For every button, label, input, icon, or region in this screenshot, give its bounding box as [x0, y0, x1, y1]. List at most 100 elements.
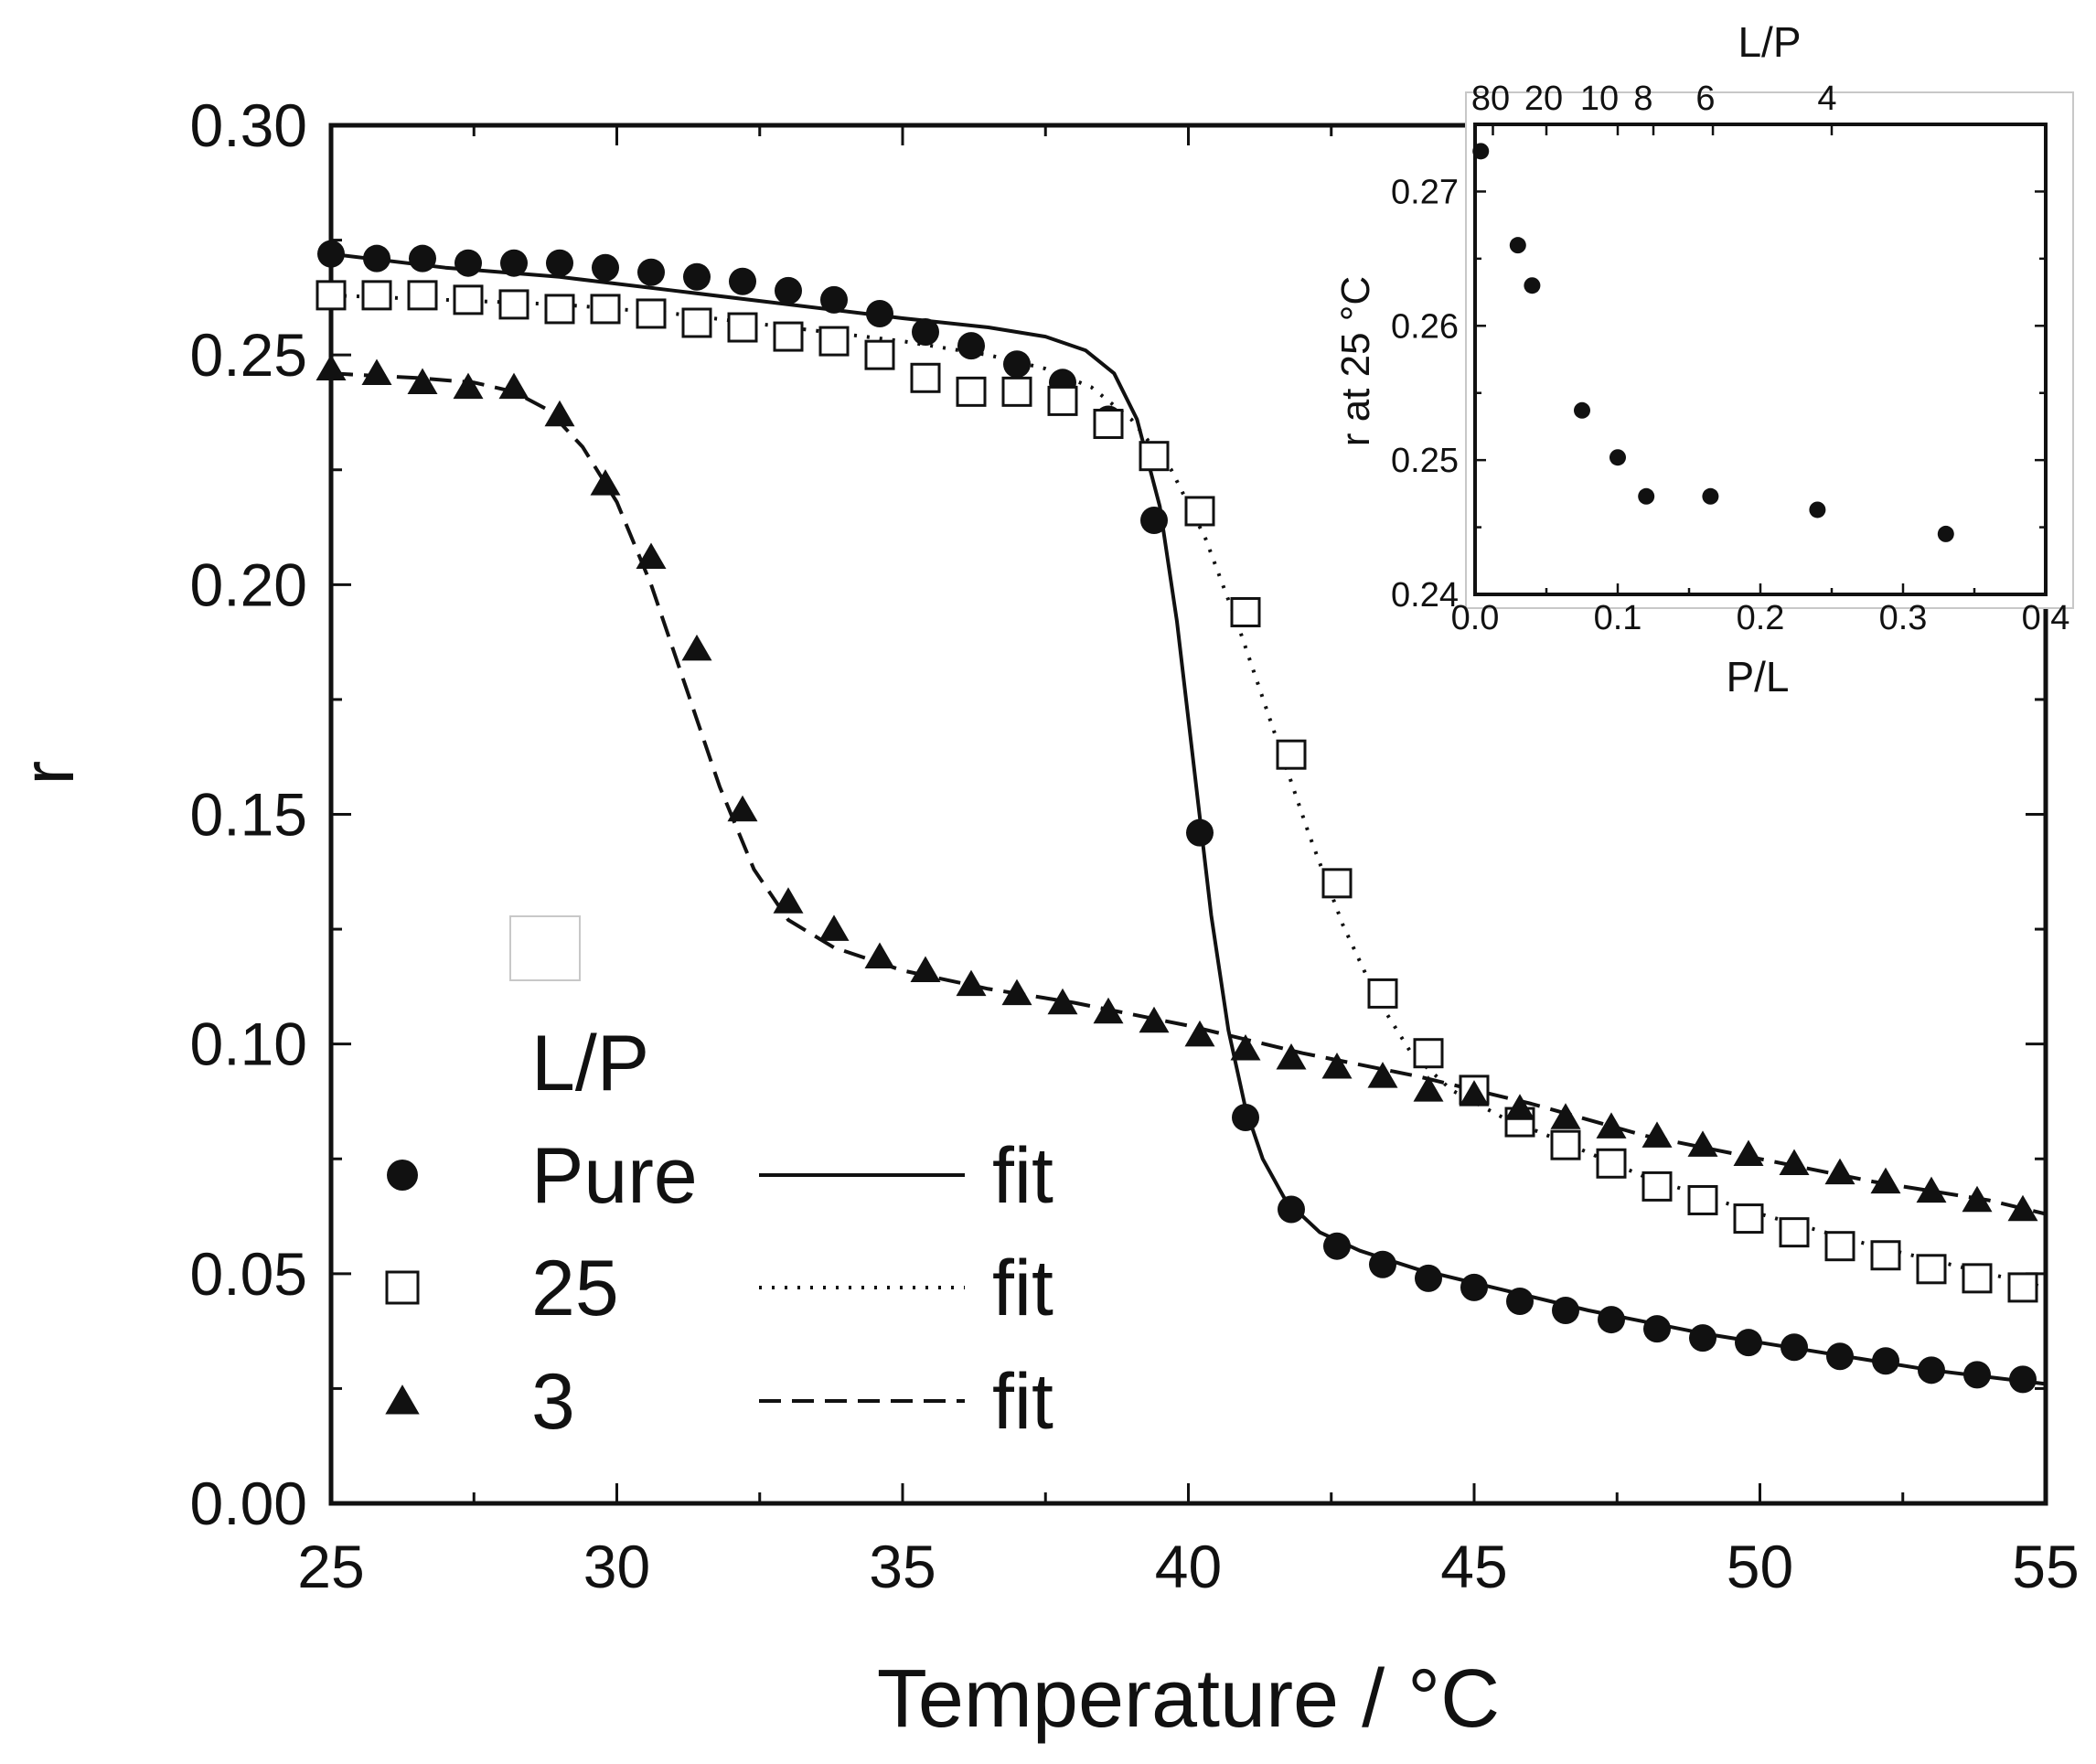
inset-y-tick-label: 0.24 — [1391, 576, 1459, 615]
data-point — [498, 289, 529, 320]
data-point — [1367, 1062, 1398, 1088]
data-point — [727, 795, 758, 822]
data-point — [1278, 1195, 1305, 1224]
data-point — [1870, 1240, 1901, 1271]
data-point — [864, 942, 895, 968]
data-point — [1323, 1232, 1351, 1260]
y-tick-label: 0.30 — [190, 91, 307, 159]
data-point — [1459, 1080, 1490, 1107]
data-point — [1140, 507, 1168, 535]
data-point — [681, 634, 712, 661]
data-point — [729, 267, 756, 295]
main-y-axis: 0.00 0.05 0.10 0.15 0.20 0.25 0.30 — [190, 91, 2046, 1537]
data-point — [1733, 1203, 1764, 1235]
inset-top-tick-label: 10 — [1580, 80, 1619, 118]
data-point — [1276, 739, 1307, 770]
data-point — [1321, 868, 1353, 899]
x-tick-label: 30 — [583, 1533, 650, 1600]
data-point — [1413, 1075, 1444, 1102]
legend-marker — [385, 1270, 420, 1305]
data-point — [1643, 1315, 1671, 1343]
data-point — [1642, 1171, 1673, 1202]
x-tick-label: 40 — [1155, 1533, 1222, 1600]
data-point — [1642, 1121, 1673, 1148]
data-point — [910, 956, 941, 983]
data-point — [1779, 1217, 1810, 1248]
data-point — [1230, 596, 1261, 627]
data-point — [1184, 1020, 1215, 1047]
data-point — [1047, 385, 1078, 416]
data-point — [1003, 350, 1031, 379]
series-filled-circle — [317, 240, 2037, 1394]
data-point — [956, 969, 987, 997]
inset-background — [1465, 91, 2074, 609]
data-point — [1781, 1333, 1808, 1362]
inset-data-point — [1638, 487, 1655, 505]
inset-top-tick-label: 20 — [1524, 80, 1563, 118]
data-point — [956, 376, 987, 407]
data-point — [1735, 1329, 1762, 1357]
data-point — [407, 368, 438, 395]
legend-label: 25 — [531, 1245, 619, 1332]
data-point — [910, 362, 941, 393]
data-point — [636, 542, 667, 569]
data-point — [1918, 1356, 1945, 1384]
legend-label: 3 — [531, 1358, 575, 1446]
y-tick-label: 0.05 — [190, 1240, 307, 1308]
data-point — [1184, 496, 1215, 527]
data-point — [1550, 1103, 1581, 1129]
data-point — [1413, 1038, 1444, 1069]
data-point — [1689, 1324, 1716, 1352]
data-point — [1552, 1297, 1579, 1325]
y-tick-label: 0.00 — [190, 1470, 307, 1537]
x-tick-label: 50 — [1727, 1533, 1793, 1600]
inset-chart: 0.0 0.1 0.2 0.3 0.4 0.24 0.25 0.26 0.27 80 20 10 8 6 4… — [1333, 18, 2074, 700]
inset-x-tick-label: 0.2 — [1737, 599, 1785, 637]
inset-x-tick-label: 0.1 — [1594, 599, 1642, 637]
data-point — [1824, 1231, 1855, 1262]
data-point — [361, 280, 392, 311]
data-point — [1276, 1042, 1307, 1070]
data-point — [2009, 1365, 2037, 1394]
data-point — [637, 258, 665, 286]
data-point — [590, 294, 621, 325]
data-point — [636, 298, 667, 329]
data-point — [775, 276, 802, 305]
data-point — [498, 372, 529, 400]
data-point — [1687, 1184, 1718, 1215]
series-filled-triangle — [315, 354, 2038, 1222]
fit-curve-dotted — [330, 293, 2047, 1289]
inset-data-point — [1472, 143, 1490, 160]
x-tick-label: 25 — [297, 1533, 364, 1600]
legend-title: L/P — [531, 1020, 649, 1107]
data-point — [2007, 1272, 2038, 1303]
data-point — [592, 253, 619, 282]
inset-data-point — [1702, 487, 1719, 505]
data-point — [1230, 1033, 1261, 1061]
data-point — [866, 299, 893, 327]
data-point — [864, 339, 895, 370]
data-point — [407, 280, 438, 311]
legend-fit-label: fit — [992, 1132, 1053, 1220]
data-point — [317, 240, 345, 268]
data-point — [1369, 1250, 1396, 1278]
data-point — [1779, 1149, 1810, 1176]
inset-data-point — [1574, 401, 1590, 419]
data-point — [1321, 1053, 1353, 1079]
data-point — [1872, 1347, 1899, 1375]
data-point — [409, 244, 436, 273]
data-point — [1139, 1006, 1170, 1033]
inset-series — [1472, 143, 1954, 542]
data-point — [820, 285, 848, 314]
data-point — [683, 262, 711, 291]
inset-x-axis-title: P/L — [1726, 653, 1789, 700]
data-point — [1047, 988, 1078, 1015]
inset-y-tick-label: 0.26 — [1391, 307, 1459, 346]
data-point — [2007, 1194, 2038, 1222]
inset-data-point — [1809, 501, 1826, 519]
y-tick-label: 0.25 — [190, 321, 307, 389]
y-tick-label: 0.15 — [190, 781, 307, 849]
data-point — [1232, 1104, 1259, 1132]
inset-x-tick-label: 0.0 — [1451, 599, 1500, 637]
